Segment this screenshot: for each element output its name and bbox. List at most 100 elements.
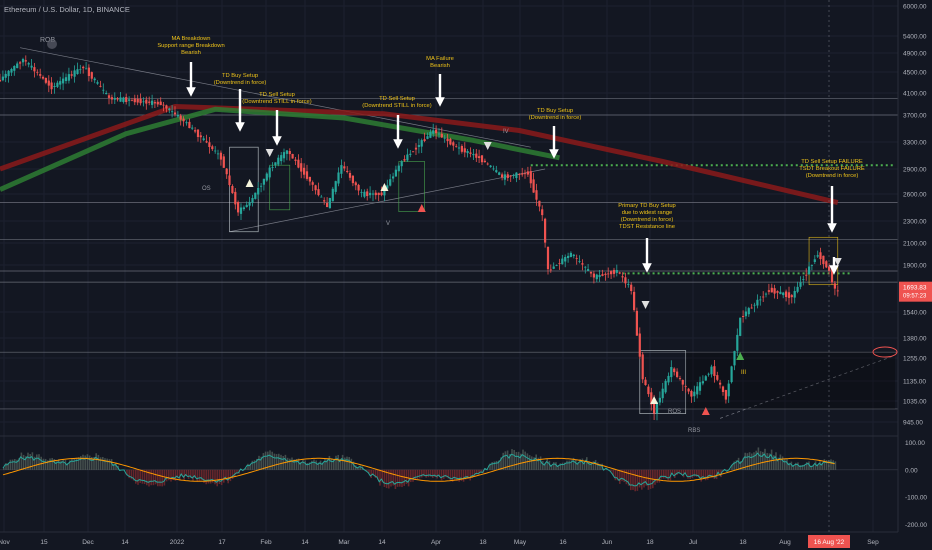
- candle-body: [564, 257, 567, 262]
- chart-title: Ethereum / U.S. Dollar, 1D, BINANCE: [4, 5, 130, 14]
- histogram-bar: [326, 459, 328, 470]
- histogram-bar: [108, 459, 111, 470]
- price-tick-label: 3300.00: [903, 140, 927, 147]
- candle-body: [354, 182, 357, 186]
- current-date-label: 16 Aug '22: [814, 539, 845, 546]
- histogram-bar: [792, 465, 795, 470]
- candle-body: [584, 266, 587, 268]
- histogram-bar: [73, 458, 75, 470]
- candle-body: [216, 153, 220, 155]
- candle-body: [168, 108, 171, 110]
- histogram-bar: [566, 460, 568, 470]
- histogram-bar: [658, 469, 661, 483]
- histogram-bar: [69, 460, 71, 470]
- candle-body: [87, 67, 90, 76]
- candle-body: [369, 192, 372, 196]
- candle-body: [429, 132, 432, 138]
- histogram-bar: [693, 469, 696, 477]
- histogram-bar: [273, 453, 276, 470]
- candle-body: [475, 153, 478, 158]
- histogram-bar: [434, 469, 436, 478]
- candle-body: [589, 271, 593, 274]
- candle-body: [36, 71, 39, 73]
- histogram-bar: [60, 460, 62, 470]
- candle-body: [282, 152, 286, 159]
- time-tick-label: 2022: [170, 539, 185, 546]
- candle-body: [799, 282, 802, 287]
- histogram-bar: [819, 461, 821, 470]
- histogram-bar: [293, 459, 295, 470]
- indicator-axis[interactable]: 100.00 0.00 -100.00 -200.00: [905, 440, 927, 529]
- histogram-bar: [194, 469, 196, 478]
- histogram-bar: [663, 469, 665, 479]
- histogram-bar: [161, 469, 163, 487]
- current-price-tag: [899, 281, 932, 302]
- candle-body: [782, 292, 785, 296]
- candle-body: [816, 255, 819, 257]
- candle-body: [825, 261, 828, 268]
- candle-body: [79, 69, 82, 71]
- candle-body: [592, 273, 595, 278]
- histogram-bar: [654, 469, 656, 485]
- price-axis[interactable]: 6000.00 5400.00 4900.00 4500.00 4100.00 3700.…: [899, 4, 932, 427]
- indicator-tick-label: -100.00: [905, 495, 927, 502]
- buy-signal-triangle: [736, 352, 745, 360]
- time-tick-label: 16: [559, 539, 567, 546]
- histogram-bar: [223, 469, 225, 483]
- candle-body: [82, 66, 85, 69]
- histogram-bar: [113, 464, 115, 470]
- candle-body: [151, 100, 154, 105]
- candle-body: [498, 172, 501, 175]
- histogram-bar: [297, 458, 300, 470]
- candle-body: [472, 154, 475, 156]
- histogram-bar: [97, 454, 100, 470]
- histogram-bar: [29, 453, 31, 470]
- candle-body: [59, 81, 62, 85]
- candle-body: [644, 379, 647, 385]
- histogram-bar: [478, 469, 480, 475]
- histogram-bar: [344, 457, 346, 470]
- histogram-bar: [621, 469, 623, 482]
- candle-body: [44, 78, 47, 83]
- candle-body: [469, 152, 472, 154]
- histogram-bar: [71, 458, 73, 470]
- histogram-bar: [742, 458, 744, 470]
- histogram-bar: [500, 457, 502, 470]
- histogram-bar: [821, 463, 823, 470]
- candle-body: [10, 69, 13, 73]
- candle-body: [670, 367, 673, 378]
- time-axis[interactable]: Nov 15 Dec 14 2022 17 Feb 14 Mar 14 Apr 18 May 16 Jun 1…: [0, 0, 879, 548]
- histogram-bar: [126, 469, 128, 476]
- candle-body: [518, 174, 521, 175]
- histogram-bar: [627, 469, 630, 486]
- candle-body: [116, 98, 119, 100]
- histogram-bar: [513, 449, 515, 470]
- annotation-text: TD Sell Setup FAILURE: [801, 159, 863, 165]
- histogram-bar: [438, 469, 441, 477]
- candle-body: [73, 70, 76, 77]
- histogram-bar: [689, 469, 691, 479]
- histogram-bar: [324, 458, 326, 470]
- histogram-bar: [788, 462, 790, 470]
- histogram-bar: [460, 469, 463, 481]
- price-tick-label: 3700.00: [903, 113, 927, 120]
- histogram-bar: [77, 457, 80, 470]
- annotation-text: (Downtrend in force): [214, 80, 267, 86]
- candle-body: [90, 72, 93, 79]
- histogram-bar: [429, 469, 432, 477]
- rob-marker: ROB: [40, 37, 56, 44]
- histogram-bar: [550, 464, 553, 470]
- histogram-bar: [517, 451, 520, 470]
- histogram-bar: [315, 460, 317, 470]
- histogram-bar: [148, 469, 150, 487]
- histogram-bar: [319, 460, 322, 470]
- candle-body: [446, 138, 449, 142]
- histogram-bar: [350, 458, 353, 470]
- candle-body: [635, 310, 638, 336]
- histogram-bar: [84, 455, 86, 470]
- histogram-bar: [786, 458, 788, 470]
- candle-body: [538, 200, 541, 207]
- histogram-bar: [212, 469, 214, 483]
- histogram-bar: [456, 469, 458, 481]
